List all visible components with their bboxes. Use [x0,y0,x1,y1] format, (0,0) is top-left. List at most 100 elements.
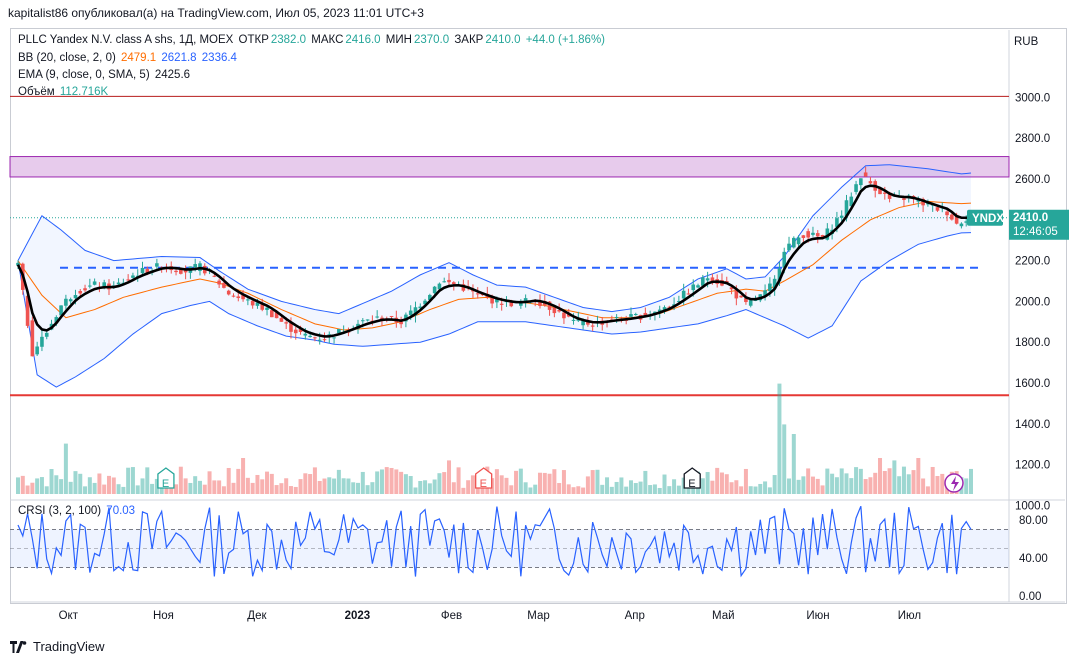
volume-bar [150,483,155,494]
volume-bar [461,487,466,494]
volume-bar [44,486,49,494]
volume-bar [609,486,614,494]
candle-body [250,300,255,306]
candle-body [92,281,97,285]
volume-bar [911,470,916,494]
price-tick-label: 1000.0 [1015,500,1050,512]
candle-body [954,214,959,224]
price-tick-label: 1800.0 [1015,337,1050,349]
legend-close-label: ЗАКР [454,34,484,46]
volume-bar [68,481,73,494]
candle-body [801,235,806,238]
volume-bar [423,480,428,494]
candle-body [820,235,825,238]
earnings-marker-icon[interactable] [157,467,175,489]
candle-body [729,287,734,290]
volume-bar [710,480,715,494]
legend-ema-label: EMA (9, close, 0, SMA, 5) [18,69,150,81]
volume-bar [528,487,533,494]
currency-label[interactable]: RUB [1014,36,1039,48]
legend-bb-lower: 2336.4 [201,52,237,64]
ticker-label: YNDX [972,213,1004,225]
candle-body [681,290,686,299]
volume-bar [360,471,365,494]
volume-bar [719,472,724,494]
candle-body [854,184,858,192]
price-tick-label: 1200.0 [1015,460,1050,472]
last-price-badge [1009,209,1069,240]
volume-bar [878,458,883,494]
candle-body [59,305,63,316]
volume-bar [700,478,705,494]
volume-bar [787,478,792,494]
legend-vol-row: Объём 112.716K [18,86,110,98]
candle-body [274,312,279,319]
volume-bar [705,472,710,494]
volume-bar [820,485,825,494]
volume-bar [255,474,260,494]
volume-bar [245,477,250,494]
time-tick-label: Окт [59,610,79,622]
candle-body [768,283,772,292]
volume-bar [734,480,739,494]
volume-bar [63,443,68,494]
candle-body [68,299,73,302]
candle-body [686,293,691,295]
price-tick-label: 1600.0 [1015,378,1050,390]
resistance-zone[interactable] [9,156,1010,178]
volume-bar [231,482,236,494]
volume-bar [480,486,485,494]
candle-body [451,282,456,285]
candle-body [212,275,217,277]
volume-bar [729,482,734,494]
candle-body [298,328,303,332]
volume-bar [188,482,193,494]
volume-bar [279,483,284,494]
legend-crsi: 70.03 [106,505,136,517]
candle-body [811,232,815,235]
time-tick-label: Май [712,610,735,622]
tradingview-logo-icon [10,640,28,653]
volume-bar [451,482,456,494]
candle-body [461,284,466,291]
candle-body [806,231,810,238]
candle-body [226,290,231,295]
legend-open-label: ОТКР [238,34,269,46]
volume-bar [336,469,341,494]
candle-body [868,181,873,184]
footer-brand: TradingView [10,639,105,654]
volume-bar [250,482,255,494]
volume-bar [624,486,629,494]
candle-body [926,203,930,205]
bb-upper-line [17,164,972,315]
volume-bar [241,458,246,494]
volume-bar [767,487,772,494]
volume-bar [221,486,226,494]
candle-body [772,278,777,289]
volume-bar [791,434,796,494]
price-tick-label: 3000.0 [1015,92,1050,104]
earnings-marker-icon[interactable] [683,467,701,489]
volume-bar [964,478,969,494]
volume-bar [327,477,332,494]
earnings-marker-icon[interactable] [475,467,493,489]
candle-body [428,294,432,300]
candle-body [571,319,576,321]
volume-bar [322,478,327,494]
volume-bar [92,482,97,494]
volume-bar [154,478,159,494]
volume-bar [135,485,140,494]
earnings-marker-label: E [480,478,487,490]
volume-bar [834,477,839,494]
time-tick-label: Мар [527,610,550,622]
volume-bar [178,466,183,494]
volume-bar [595,469,600,494]
volume-bar [30,482,35,494]
volume-bar [509,485,514,494]
candle-body [313,337,317,339]
candle-body [691,284,696,291]
volume-bar [16,477,20,494]
candle-body [643,312,648,317]
candle-body [590,325,595,327]
